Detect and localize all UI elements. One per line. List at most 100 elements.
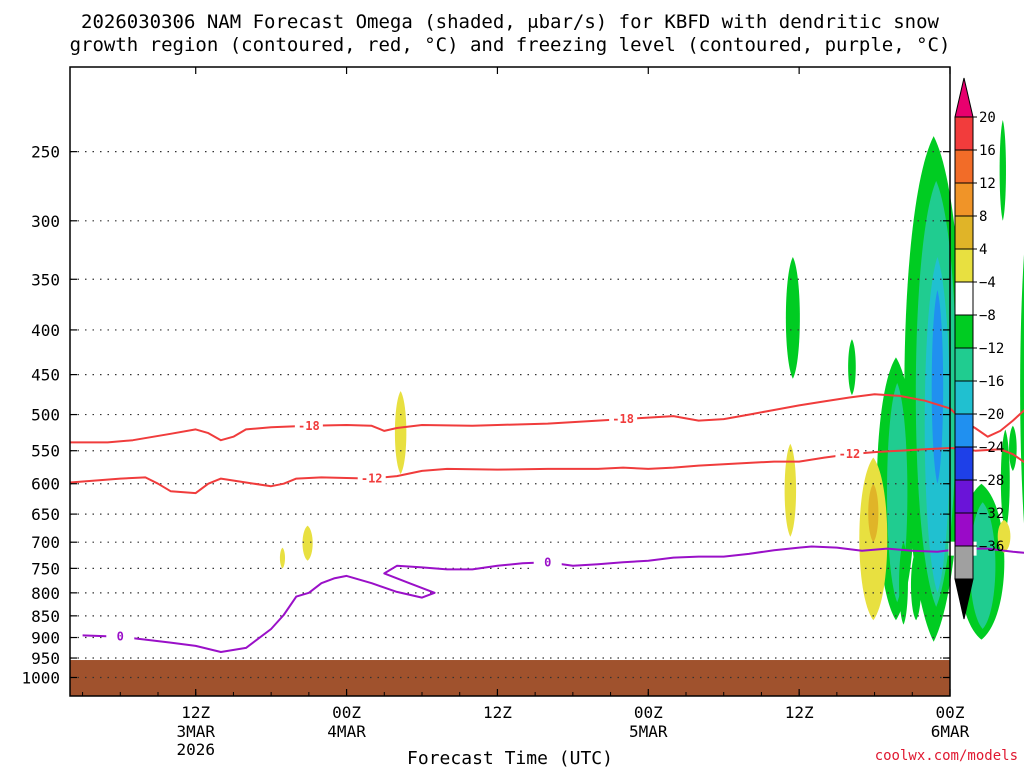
minus-18-isotherm-label-0: -18 xyxy=(298,419,320,433)
omega-region-minus4-1 xyxy=(848,339,856,396)
omega-region-minus4-10 xyxy=(1020,255,1024,523)
colorbar-swatch-5 xyxy=(954,281,974,316)
colorbar-label-12: −32 xyxy=(979,506,1004,522)
colorbar-swatch-1 xyxy=(954,149,974,184)
colorbar-label-9: −20 xyxy=(979,407,1004,423)
y-tick-label-400: 400 xyxy=(31,321,60,340)
omega-region-minus4-19 xyxy=(999,120,1006,221)
minus-18-isotherm-label-bg-1 xyxy=(609,412,638,427)
ground-layer xyxy=(70,660,950,696)
colorbar-swatch-4 xyxy=(954,248,974,283)
plot-area: -18-18-18-12-12-12000 xyxy=(69,66,1024,697)
colorbar-label-13: −36 xyxy=(979,539,1004,555)
omega-region-4-33 xyxy=(997,519,1011,553)
colorbar: 20 16 12 8 4 −4 −8 −12 −16 −20 −24 −28 −32 −36 xyxy=(954,77,1004,620)
y-axis: 250 300 350 400 450 500 550 600 650 700 750 800 850 9… xyxy=(21,143,950,687)
x-tick-year-6: 2026 xyxy=(176,740,215,759)
chart-title-line-2: growth region (contoured, red, °C) and f… xyxy=(70,34,951,56)
minus-12-isotherm-label-bg-1 xyxy=(835,447,864,462)
y-tick-label-250: 250 xyxy=(31,143,60,162)
omega-region-4-26 xyxy=(784,443,797,537)
omega-region-minus4-0 xyxy=(785,256,800,379)
colorbar-label-4: 4 xyxy=(979,242,987,258)
chart-title-line-1: 2026030306 NAM Forecast Omega (shaded, μ… xyxy=(81,11,939,33)
ground-fill xyxy=(70,660,950,696)
omega-region-minus4-21 xyxy=(910,550,922,621)
colorbar-label-0: 20 xyxy=(979,110,996,126)
colorbar-swatch-0 xyxy=(954,116,974,151)
omega-region-4-25 xyxy=(279,547,286,569)
y-tick-label-600: 600 xyxy=(31,475,60,494)
freezing-level-0c-label-bg-1 xyxy=(533,555,562,570)
omega-region-minus4-22 xyxy=(899,542,908,625)
omega-region-minus4-18 xyxy=(1009,425,1017,471)
colorbar-label-11: −28 xyxy=(979,473,1004,489)
x-tick-date-42: 5MAR xyxy=(629,722,668,741)
y-tick-label-350: 350 xyxy=(31,270,60,289)
colorbar-label-2: 12 xyxy=(979,176,996,192)
minus-12-isotherm-label-1: -12 xyxy=(839,447,861,461)
y-tick-label-800: 800 xyxy=(31,584,60,603)
colorbar-swatch-7 xyxy=(954,347,974,382)
y-tick-label-950: 950 xyxy=(31,649,60,668)
x-tick-label-18: 00Z xyxy=(332,703,361,722)
colorbar-swatch-8 xyxy=(954,380,974,415)
x-tick-label-66: 00Z xyxy=(936,703,965,722)
x-axis-title: Forecast Time (UTC) xyxy=(407,748,613,768)
x-tick-label-30: 12Z xyxy=(483,703,512,722)
minus-12-isotherm-label-bg-0 xyxy=(357,471,386,486)
x-tick-label-54: 12Z xyxy=(785,703,814,722)
y-tick-label-750: 750 xyxy=(31,559,60,578)
omega-region-minus8-9 xyxy=(969,502,996,630)
minus-18-isotherm-label-bg-0 xyxy=(294,418,323,433)
x-tick-date-6: 3MAR xyxy=(176,722,215,741)
x-tick-date-66: 6MAR xyxy=(931,722,970,741)
colorbar-label-1: 16 xyxy=(979,143,996,159)
x-tick-label-42: 00Z xyxy=(634,703,663,722)
omega-region-8-28 xyxy=(868,483,879,543)
minus-18-isotherm xyxy=(70,393,1024,444)
y-tick-label-650: 650 xyxy=(31,505,60,524)
minus-18-isotherm-label-1: -18 xyxy=(612,412,634,426)
colorbar-label-10: −24 xyxy=(979,440,1004,456)
minus-12-isotherm-label-0: -12 xyxy=(361,472,383,486)
colorbar-swatch-3 xyxy=(954,215,974,250)
y-tick-label-450: 450 xyxy=(31,366,60,385)
plot-frame xyxy=(69,66,951,697)
colorbar-swatch-12 xyxy=(954,512,974,547)
colorbar-swatch-2 xyxy=(954,182,974,217)
colorbar-swatch-9 xyxy=(954,413,974,448)
x-tick-label-6: 12Z xyxy=(181,703,210,722)
site-credit: coolwx.com/models xyxy=(875,748,1018,764)
freezing-level-0c-label-0: 0 xyxy=(117,630,124,644)
y-tick-label-700: 700 xyxy=(31,533,60,552)
y-tick-label-1000: 1000 xyxy=(21,668,60,687)
minus-12-isotherm xyxy=(69,447,1024,495)
y-tick-label-550: 550 xyxy=(31,442,60,461)
gridlines xyxy=(70,151,950,679)
colorbar-swatch-6 xyxy=(954,314,974,349)
colorbar-label-7: −12 xyxy=(979,341,1004,357)
y-tick-label-850: 850 xyxy=(31,607,60,626)
colorbar-label-8: −16 xyxy=(979,374,1004,390)
colorbar-label-5: −4 xyxy=(979,275,996,291)
colorbar-top-arrow xyxy=(954,77,974,118)
y-tick-label-900: 900 xyxy=(31,629,60,648)
omega-region-4-24 xyxy=(302,525,313,561)
y-tick-label-300: 300 xyxy=(31,212,60,231)
colorbar-swatch-10 xyxy=(954,446,974,481)
omega-region-4-23 xyxy=(394,391,407,475)
colorbar-label-6: −8 xyxy=(979,308,996,324)
colorbar-swatch-13 xyxy=(954,545,974,580)
y-tick-label-500: 500 xyxy=(31,406,60,425)
omega-region-minus4-17 xyxy=(1000,429,1010,532)
colorbar-label-3: 8 xyxy=(979,209,987,225)
freezing-level-0c-label-bg-0 xyxy=(106,629,135,644)
freezing-level-0c-label-1: 0 xyxy=(544,555,551,569)
colorbar-swatch-11 xyxy=(954,479,974,514)
omega-region-minus16-5 xyxy=(931,289,944,484)
colorbar-bottom-arrow xyxy=(954,578,974,620)
omega-shading-layer xyxy=(279,120,1024,642)
